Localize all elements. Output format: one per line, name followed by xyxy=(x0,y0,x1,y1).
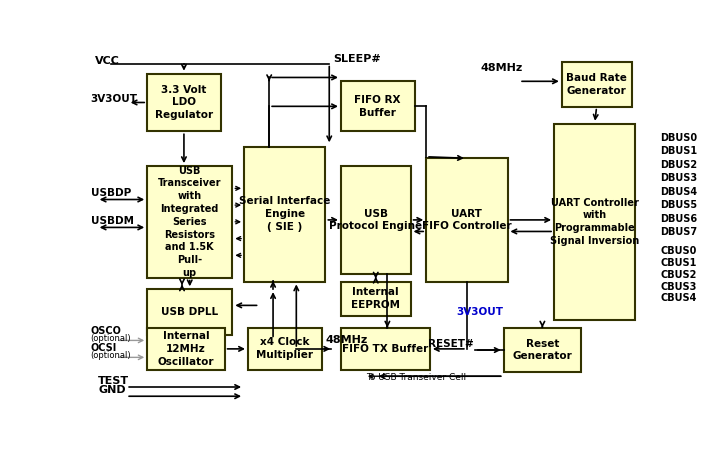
Text: USBDM: USBDM xyxy=(90,216,134,226)
Bar xyxy=(147,289,232,335)
Bar xyxy=(147,73,221,131)
Text: CBUS0: CBUS0 xyxy=(660,246,696,256)
Text: CBUS2: CBUS2 xyxy=(660,270,696,280)
Bar xyxy=(426,158,508,281)
Text: CBUS1: CBUS1 xyxy=(660,258,696,268)
Text: DBUS4: DBUS4 xyxy=(660,187,697,197)
Text: FIFO TX Buffer: FIFO TX Buffer xyxy=(342,344,429,354)
Text: CBUS4: CBUS4 xyxy=(660,294,696,304)
Text: USB
Protocol Engine: USB Protocol Engine xyxy=(329,208,422,231)
Text: UART Controller
with
Programmable
Signal Inversion: UART Controller with Programmable Signal… xyxy=(550,198,639,246)
Text: 48MHz: 48MHz xyxy=(481,63,523,73)
Text: Serial Interface
Engine
( SIE ): Serial Interface Engine ( SIE ) xyxy=(239,196,330,232)
Text: DBUS7: DBUS7 xyxy=(660,227,697,237)
Text: OSCO: OSCO xyxy=(90,326,122,336)
Bar xyxy=(341,166,411,274)
Text: FIFO RX
Buffer: FIFO RX Buffer xyxy=(355,95,401,118)
Text: Reset
Generator: Reset Generator xyxy=(513,339,572,361)
Text: USB
Transceiver
with
Integrated
Series
Resistors
and 1.5K
Pull-
up: USB Transceiver with Integrated Series R… xyxy=(158,166,221,278)
Text: VCC: VCC xyxy=(95,56,120,66)
Text: Internal
EEPROM: Internal EEPROM xyxy=(351,288,400,310)
Text: USBDP: USBDP xyxy=(90,188,131,198)
Bar xyxy=(147,166,232,278)
Text: SLEEP#: SLEEP# xyxy=(333,54,381,64)
Bar xyxy=(248,328,322,370)
Text: x4 Clock
Multiplier: x4 Clock Multiplier xyxy=(256,337,313,360)
Bar xyxy=(244,147,325,281)
Text: (optional): (optional) xyxy=(90,334,131,343)
Bar xyxy=(554,124,635,320)
Text: 3V3OUT: 3V3OUT xyxy=(456,308,503,318)
Text: DBUS5: DBUS5 xyxy=(660,200,697,210)
Text: DBUS2: DBUS2 xyxy=(660,159,697,169)
Bar xyxy=(341,328,430,370)
Text: RESET#: RESET# xyxy=(429,339,474,349)
Text: 48MHz: 48MHz xyxy=(325,335,367,345)
Text: Baud Rate
Generator: Baud Rate Generator xyxy=(566,73,627,96)
Text: UART
FIFO Controller: UART FIFO Controller xyxy=(422,208,512,231)
Text: DBUS0: DBUS0 xyxy=(660,133,697,143)
Text: 3V3OUT: 3V3OUT xyxy=(90,94,137,104)
Bar xyxy=(562,62,632,107)
Bar xyxy=(341,81,414,131)
Bar xyxy=(341,281,411,316)
Text: USB DPLL: USB DPLL xyxy=(161,307,219,317)
Text: OCSI: OCSI xyxy=(90,343,117,353)
Text: DBUS6: DBUS6 xyxy=(660,213,697,223)
Text: (optional): (optional) xyxy=(90,351,131,360)
Text: GND: GND xyxy=(98,385,126,395)
Text: DBUS1: DBUS1 xyxy=(660,146,697,156)
Text: TEST: TEST xyxy=(98,376,130,386)
Bar xyxy=(147,328,224,370)
Text: 3.3 Volt
LDO
Regulator: 3.3 Volt LDO Regulator xyxy=(155,85,213,120)
Text: CBUS3: CBUS3 xyxy=(660,282,696,292)
Bar xyxy=(503,328,581,372)
Text: To USB Transeiver Cell: To USB Transeiver Cell xyxy=(367,373,466,382)
Text: DBUS3: DBUS3 xyxy=(660,173,697,183)
Text: Internal
12MHz
Oscillator: Internal 12MHz Oscillator xyxy=(157,331,214,366)
